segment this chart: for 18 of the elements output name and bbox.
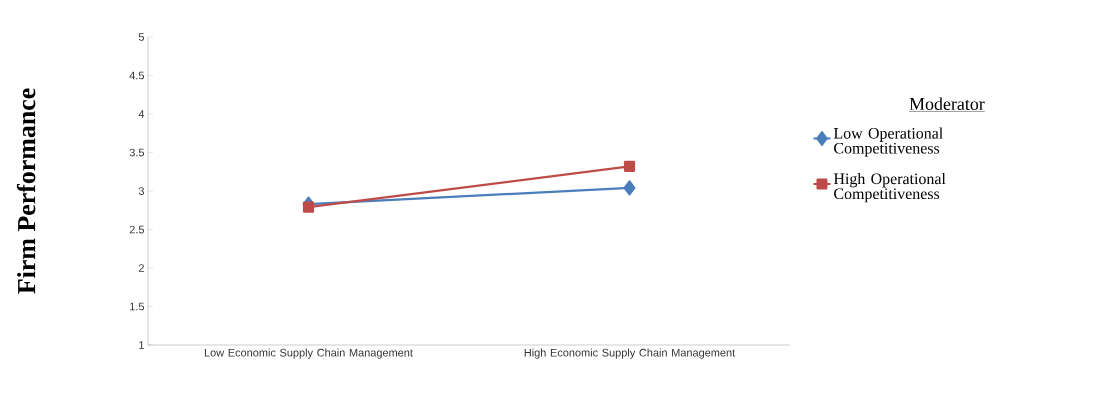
x-tick-label: Low Economic Supply Chain Management — [204, 348, 413, 359]
point — [623, 160, 636, 172]
x-tick-label: High Economic Supply Chain Management — [524, 348, 736, 359]
legend-title: Moderator — [909, 97, 985, 111]
y-tick-label: 2 — [138, 264, 144, 272]
y-tick-label: 1.5 — [130, 302, 145, 311]
y-tick-label: 3 — [138, 187, 144, 195]
point — [302, 201, 315, 213]
y-tick-label: 1 — [139, 341, 144, 349]
legend-label: Low Operational Competitiveness — [833, 127, 943, 157]
y-tick-label: 2.5 — [129, 225, 145, 234]
y-axis-title: Firm Performance — [16, 88, 36, 294]
y-tick-label: 5 — [138, 33, 145, 41]
point — [623, 180, 636, 196]
y-tick-label: 4.5 — [129, 71, 145, 80]
y-tick-label: 4 — [138, 110, 145, 118]
y-tick-label: 3.5 — [129, 148, 145, 157]
legend-label: High Operational Competitiveness — [833, 172, 946, 203]
